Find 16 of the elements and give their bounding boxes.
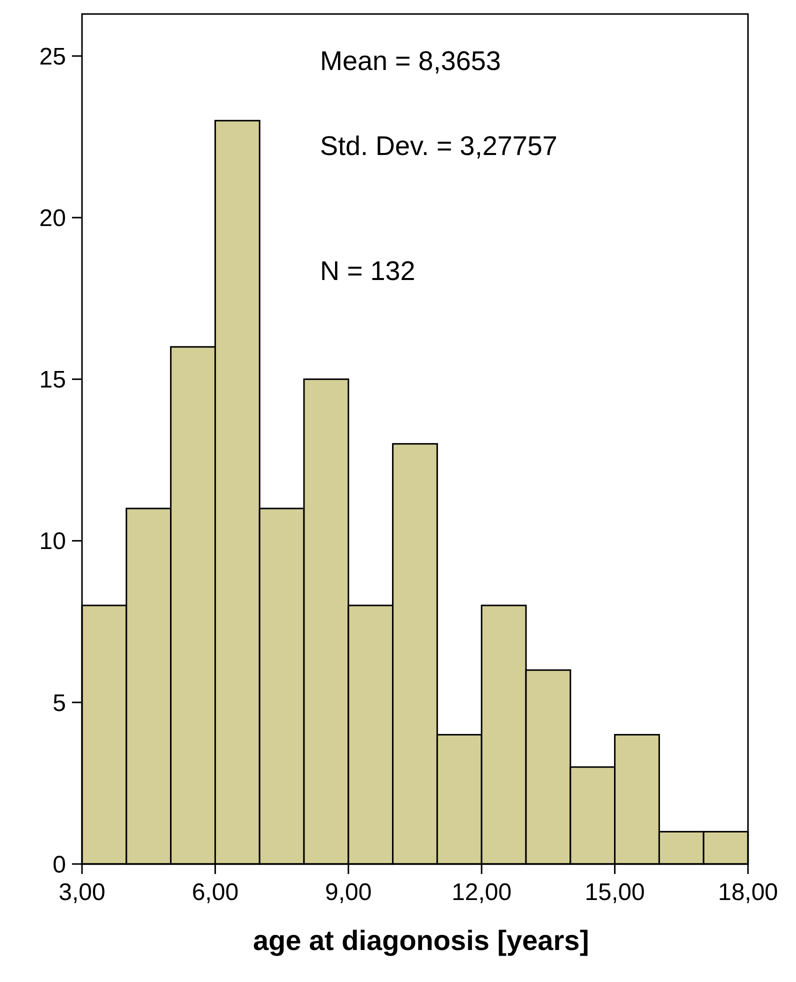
- y-tick-label: 0: [52, 851, 66, 878]
- y-tick-label: 5: [52, 690, 66, 717]
- x-tick-label: 12,00: [452, 879, 512, 906]
- annotation: Mean = 8,3653: [320, 46, 501, 76]
- annotation: Std. Dev. = 3,27757: [320, 131, 558, 161]
- y-tick-label: 25: [39, 43, 66, 70]
- x-tick-label: 6,00: [192, 879, 239, 906]
- x-axis-title: age at diagonosis [years]: [252, 925, 590, 956]
- y-tick-label: 15: [39, 366, 66, 394]
- x-tick-label: 3,00: [58, 879, 106, 906]
- x-tick-label: 18,00: [718, 879, 778, 906]
- annotation: N = 132: [320, 256, 416, 286]
- y-tick-label: 20: [39, 205, 66, 232]
- y-tick-label: 10: [39, 528, 66, 556]
- x-tick-label: 15,00: [584, 879, 645, 906]
- x-tick-label: 9,00: [325, 879, 372, 906]
